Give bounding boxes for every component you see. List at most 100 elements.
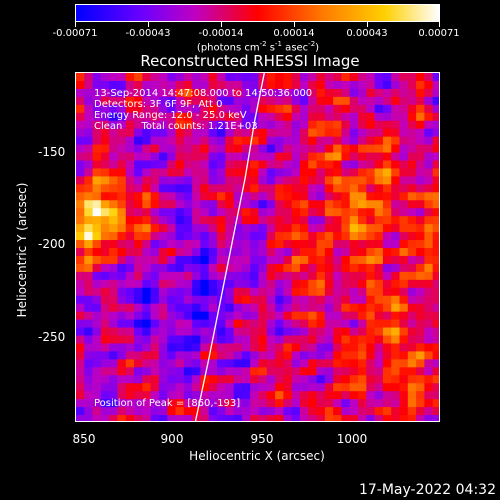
heatmap-cell xyxy=(324,104,334,114)
heatmap-cell xyxy=(382,271,392,281)
heatmap-cell xyxy=(217,112,226,122)
heatmap-cell xyxy=(424,192,434,201)
heatmap-cell xyxy=(117,399,127,408)
heatmap-cell xyxy=(316,319,326,329)
heatmap-cell xyxy=(291,112,301,122)
heatmap-cell xyxy=(266,271,276,281)
heatmap-cell xyxy=(109,343,119,352)
heatmap-cell xyxy=(92,351,102,360)
heatmap-cell xyxy=(275,255,284,265)
heatmap-cell xyxy=(250,168,260,177)
heatmap-cell xyxy=(109,303,119,313)
heatmap-cell xyxy=(100,311,110,321)
heatmap-cell xyxy=(291,224,301,233)
heatmap-cell xyxy=(84,112,94,122)
heatmap-cell xyxy=(158,319,168,329)
heatmap-cell xyxy=(150,295,160,305)
heatmap-cell xyxy=(217,279,226,289)
heatmap-cell xyxy=(407,240,417,249)
heatmap-cell xyxy=(424,399,434,408)
heatmap-cell xyxy=(399,112,409,122)
heatmap-cell xyxy=(250,295,260,305)
heatmap-cell xyxy=(316,152,326,162)
heatmap-cell xyxy=(399,208,409,217)
heatmap-cell xyxy=(76,96,85,106)
heatmap-cell xyxy=(217,184,226,193)
heatmap-cell xyxy=(316,351,326,360)
heatmap-cell xyxy=(324,216,334,225)
heatmap-cell xyxy=(341,407,351,416)
heatmap-cell xyxy=(366,415,376,421)
heatmap-cell xyxy=(424,200,434,209)
heatmap-cell xyxy=(424,104,434,114)
heatmap-cell xyxy=(109,351,119,360)
heatmap-cell xyxy=(358,73,367,82)
heatmap-cell xyxy=(192,319,202,329)
heatmap-cell xyxy=(158,80,168,90)
heatmap-cell xyxy=(92,255,102,265)
heatmap-cell xyxy=(109,160,119,170)
heatmap-cell xyxy=(316,96,326,106)
heatmap-cell xyxy=(117,120,127,130)
heatmap-cell xyxy=(158,383,168,392)
heatmap-cell xyxy=(150,168,160,177)
heatmap-cell xyxy=(100,144,110,154)
heatmap-cell xyxy=(217,88,226,98)
heatmap-cell xyxy=(200,176,210,185)
heatmap-cell xyxy=(100,407,110,416)
heatmap-cell xyxy=(358,128,367,138)
heatmap-cell xyxy=(217,263,226,273)
heatmap-cell xyxy=(192,351,202,360)
heatmap-cell xyxy=(76,311,85,321)
heatmap-cell xyxy=(308,208,318,217)
heatmap-cell xyxy=(424,176,434,185)
heatmap-cell xyxy=(358,176,367,185)
heatmap-cell xyxy=(134,295,143,305)
heatmap-cell xyxy=(250,311,260,321)
heatmap-cell xyxy=(84,263,94,273)
heatmap-cell xyxy=(283,192,293,201)
heatmap-cell xyxy=(158,263,168,273)
heatmap-cell xyxy=(217,152,226,162)
heatmap-cell xyxy=(175,287,185,297)
heatmap-cell xyxy=(134,383,143,392)
heatmap-cell xyxy=(142,184,152,193)
heatmap-cell xyxy=(84,73,94,82)
heatmap-cell xyxy=(208,311,218,321)
heatmap-cell xyxy=(233,327,243,337)
heatmap-cell xyxy=(250,343,260,352)
heatmap-cell xyxy=(324,168,334,177)
heatmap-cell xyxy=(366,128,376,138)
heatmap-cell xyxy=(432,415,439,421)
heatmap-cell xyxy=(192,240,202,249)
heatmap-cell xyxy=(374,160,384,170)
heatmap-cell xyxy=(158,104,168,114)
heatmap-cell xyxy=(84,319,94,329)
heatmap-cell xyxy=(92,271,102,281)
heatmap-cell xyxy=(134,367,143,376)
heatmap-cell xyxy=(407,248,417,257)
heatmap-cell xyxy=(391,160,401,170)
heatmap-cell xyxy=(358,136,367,146)
heatmap-cell xyxy=(399,80,409,90)
x-tick-label: 900 xyxy=(160,432,184,446)
heatmap-cell xyxy=(366,287,376,297)
heatmap-cell xyxy=(92,192,102,201)
colorbar-tick-label: 0.00071 xyxy=(418,28,460,39)
heatmap-cell xyxy=(299,224,309,233)
heatmap-cell xyxy=(217,192,226,201)
heatmap-cell xyxy=(299,279,309,289)
heatmap-cell xyxy=(416,295,426,305)
heatmap-cell xyxy=(382,120,392,130)
heatmap-cell xyxy=(109,263,119,273)
heatmap-cell xyxy=(275,248,284,257)
heatmap-cell xyxy=(76,232,85,241)
heatmap-cell xyxy=(299,176,309,185)
heatmap-cell xyxy=(150,208,160,217)
heatmap-cell xyxy=(283,248,293,257)
heatmap-cell xyxy=(424,88,434,98)
heatmap-cell xyxy=(407,295,417,305)
heatmap-cell xyxy=(158,232,168,241)
heatmap-cell xyxy=(200,335,210,345)
heatmap-cell xyxy=(399,415,409,421)
